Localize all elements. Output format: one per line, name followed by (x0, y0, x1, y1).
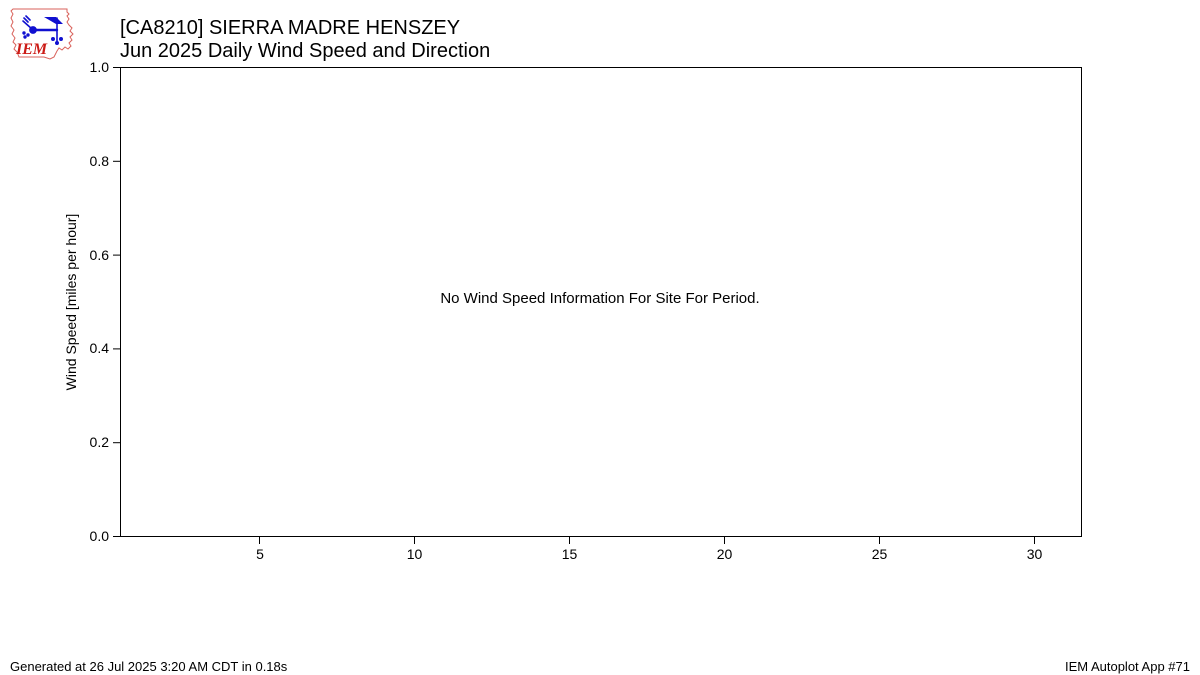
svg-text:No Wind Speed Information For: No Wind Speed Information For Site For P… (440, 290, 759, 307)
